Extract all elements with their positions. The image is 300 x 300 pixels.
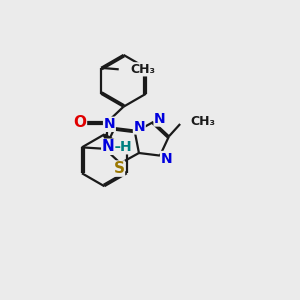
Text: S: S <box>113 161 124 176</box>
Text: CH₃: CH₃ <box>191 115 216 128</box>
Text: N: N <box>134 120 145 134</box>
Text: O: O <box>74 115 86 130</box>
Text: N: N <box>154 112 166 126</box>
Text: –H: –H <box>113 140 132 154</box>
Text: CH₃: CH₃ <box>130 63 155 76</box>
Text: N: N <box>102 139 115 154</box>
Text: N: N <box>103 117 115 131</box>
Text: N: N <box>160 152 172 166</box>
